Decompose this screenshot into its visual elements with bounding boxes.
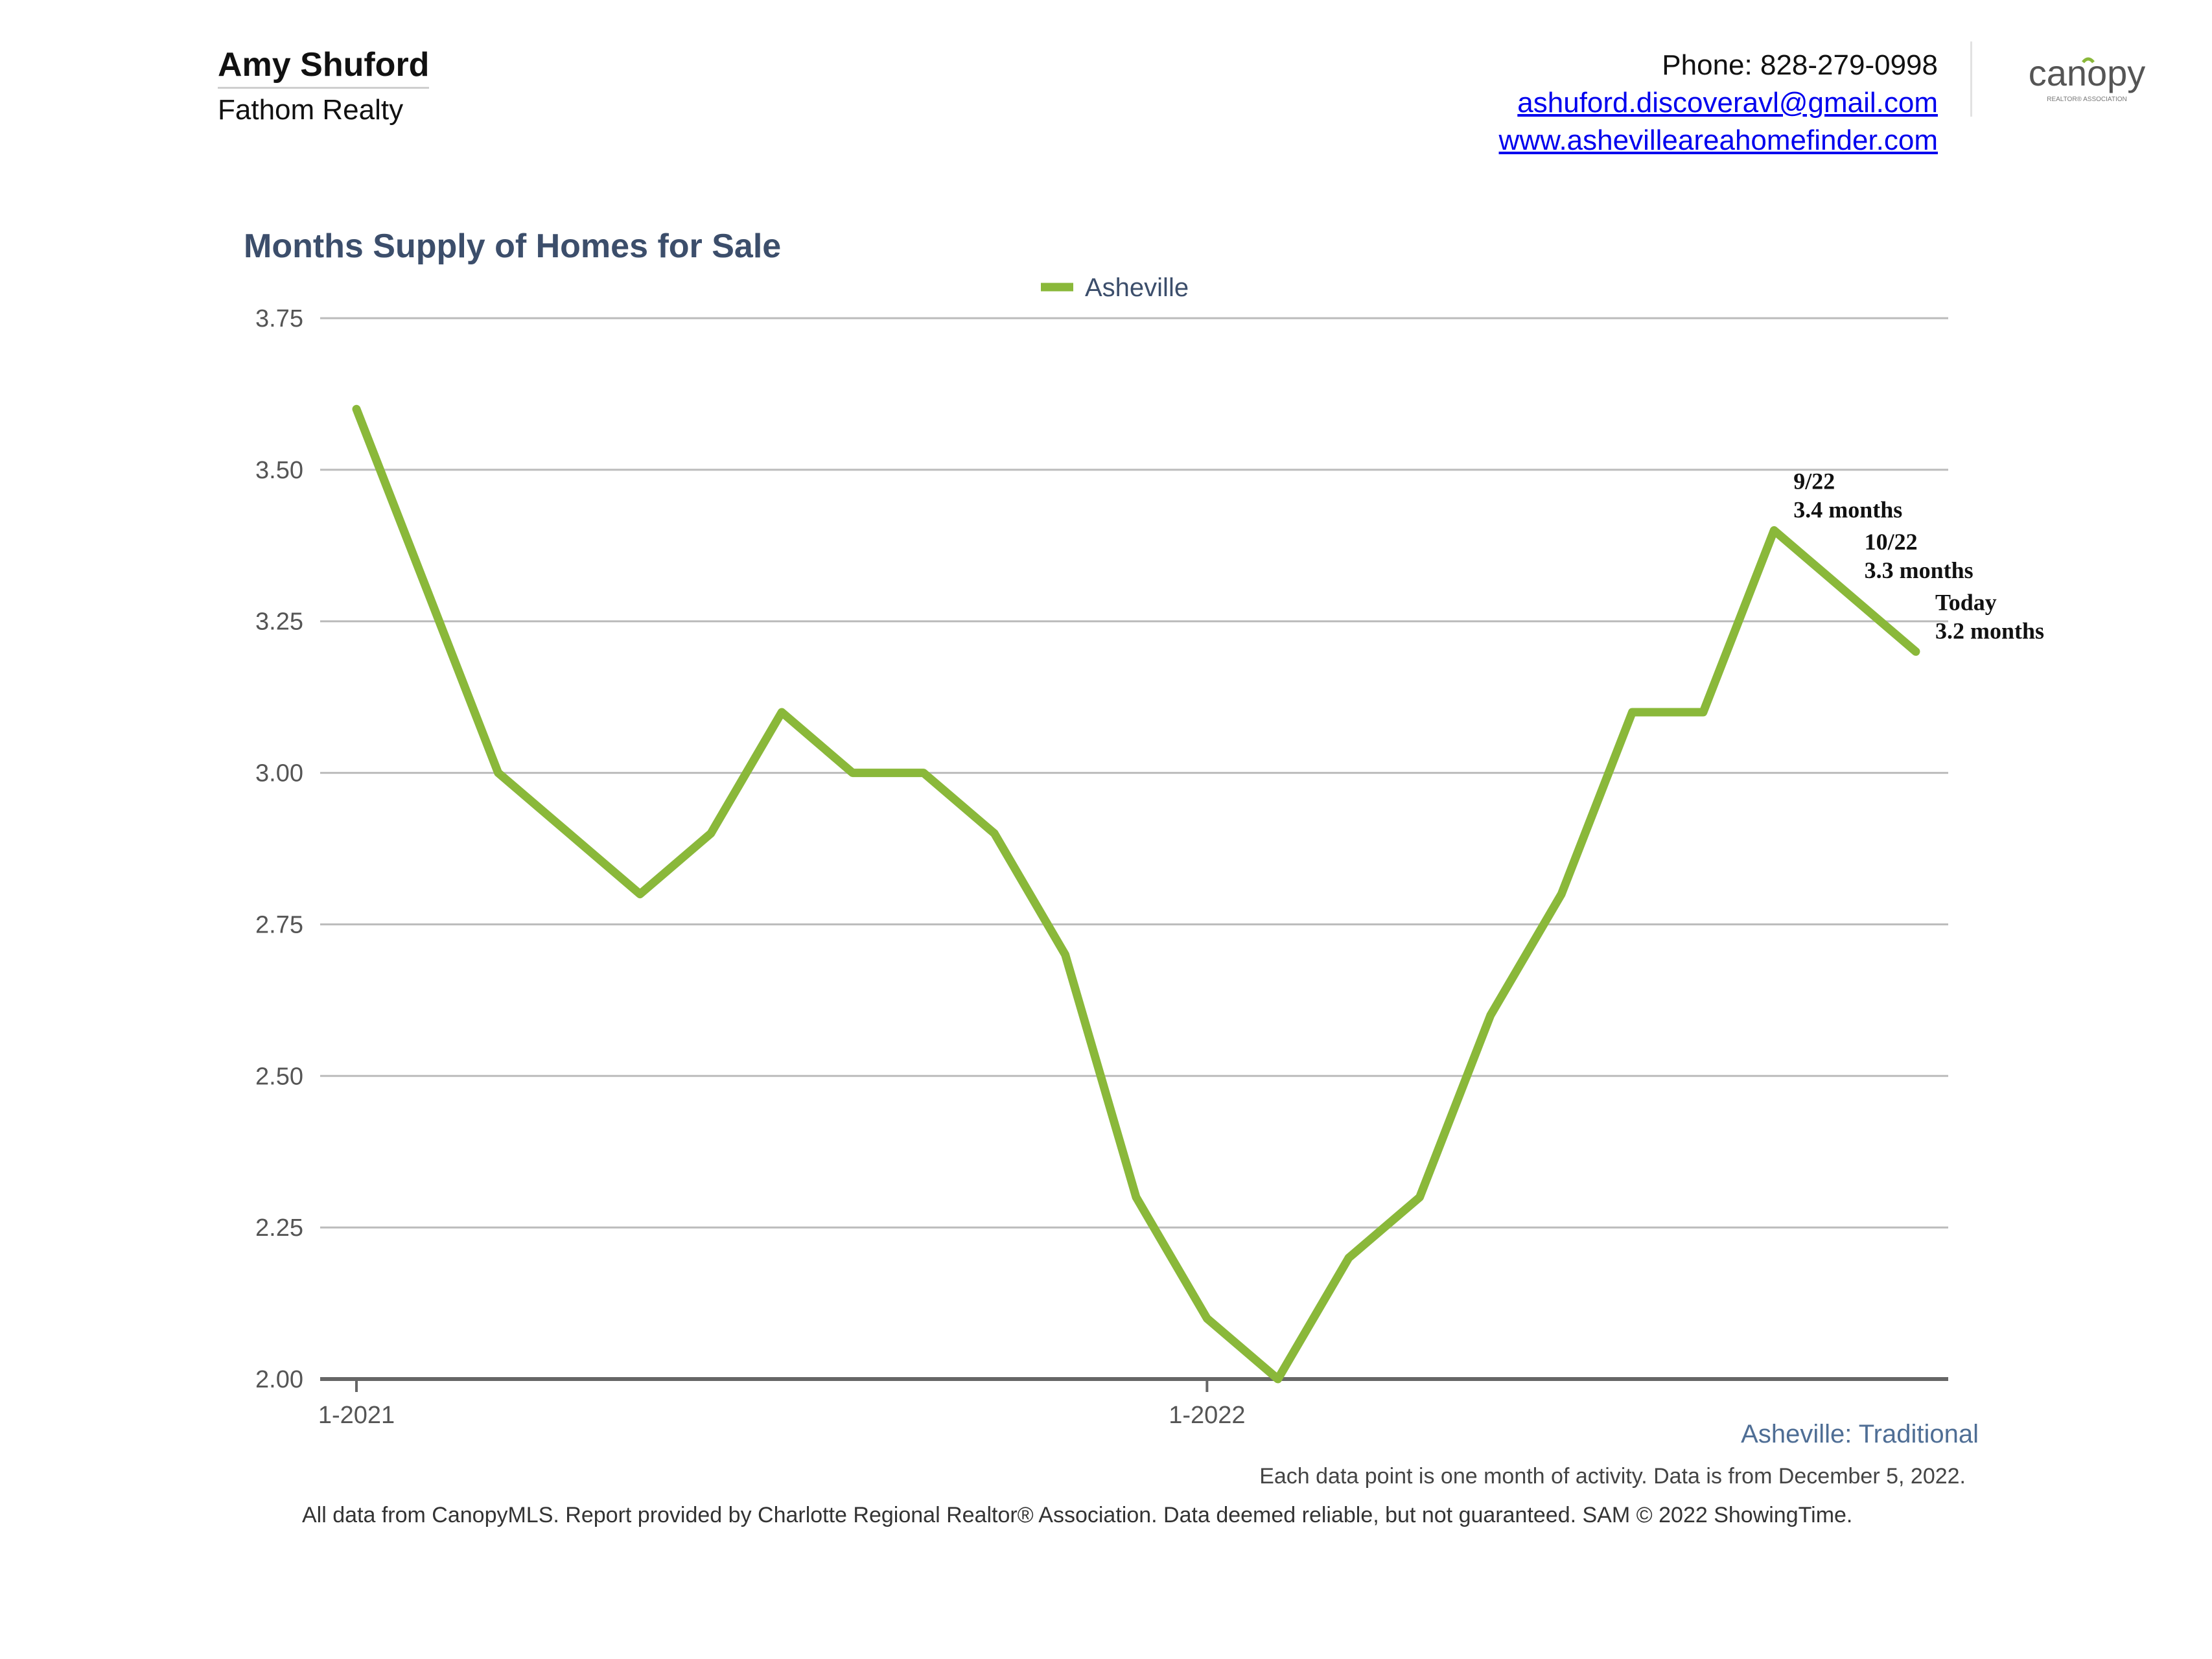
grid-lines [320, 317, 1948, 1381]
x-tick-label: 1-2022 [1169, 1402, 1245, 1429]
logo-arc [2082, 57, 2095, 64]
annotation-label: 3.3 months [1865, 557, 1973, 583]
y-axis-ticks: 2.00 2.25 2.50 2.75 3.00 3.25 3.50 3.75 [255, 305, 303, 1393]
y-tick-label: 2.50 [255, 1063, 303, 1090]
phone-text: Phone: 828-279-0998 [1662, 49, 1938, 81]
canopy-logo: canopy REALTOR® ASSOCIATION [2029, 52, 2146, 103]
website-link[interactable]: www.ashevilleareahomefinder.com [1498, 124, 1938, 156]
chart-legend: Asheville [1041, 273, 1189, 302]
chart-annotations: 9/223.4 months 10/223.3 months Today 3.2 mo… [1793, 468, 2044, 644]
email-link[interactable]: ashuford.discoveravl@gmail.com [1517, 87, 1938, 119]
y-tick-label: 3.50 [255, 457, 303, 484]
series-lines [352, 404, 1920, 1384]
logo-text: canopy [2029, 52, 2146, 93]
y-tick-label: 2.00 [255, 1366, 303, 1393]
y-tick-label: 3.00 [255, 760, 303, 787]
chart-title: Months Supply of Homes for Sale [244, 227, 782, 265]
y-tick-label: 3.25 [255, 609, 303, 636]
agent-name: Amy Shuford [218, 44, 430, 89]
y-tick-label: 2.25 [255, 1214, 303, 1242]
brokerage-name: Fathom Realty [218, 94, 404, 126]
data-note: Each data point is one month of activity… [1259, 1464, 1966, 1489]
footer-note: All data from CanopyMLS. Report provided… [302, 1503, 1853, 1527]
header-divider [1970, 41, 1972, 117]
series-line-asheville [352, 404, 1920, 1384]
annotation-label: 3.2 months [1935, 618, 2044, 644]
y-tick-label: 2.75 [255, 911, 303, 938]
x-axis-ticks: 1-2021 1-2022 [318, 1379, 1246, 1429]
contact-block: Phone: 828-279-0998 ashuford.discoveravl… [1499, 47, 1938, 159]
legend-label: Asheville [1085, 273, 1189, 302]
y-tick-label: 3.75 [255, 305, 303, 332]
logo-subtext: REALTOR® ASSOCIATION [2047, 96, 2127, 103]
market-label: Asheville: Traditional [1741, 1420, 1979, 1448]
annotation-label: 3.4 months [1793, 496, 1902, 522]
x-tick-label: 1-2021 [318, 1402, 395, 1429]
annotation-label: Today [1935, 589, 1997, 615]
annotation-label: 10/22 [1865, 529, 1918, 555]
annotation-label: 9/22 [1793, 468, 1835, 494]
